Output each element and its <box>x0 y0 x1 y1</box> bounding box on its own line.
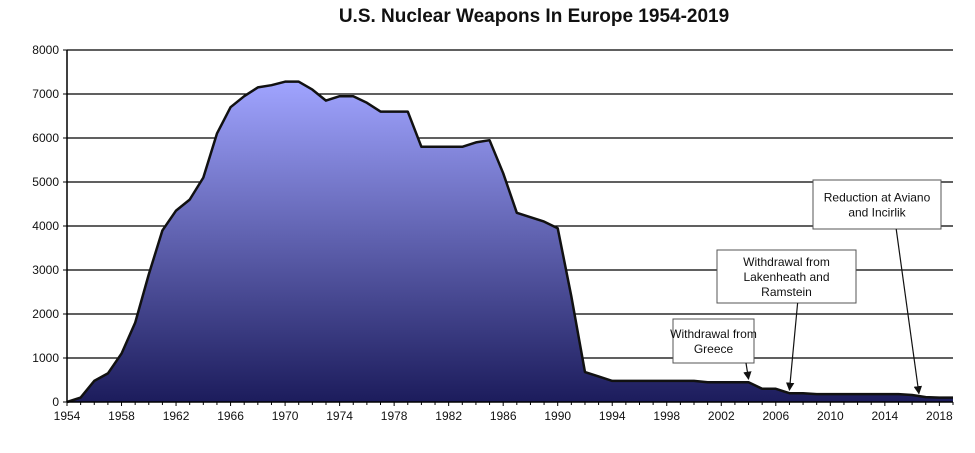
area-series <box>66 80 953 404</box>
x-tick-label: 1998 <box>653 409 680 423</box>
y-tick-label: 5000 <box>32 175 59 189</box>
area-fill <box>67 81 953 403</box>
annotation-text: Lakenheath and <box>743 270 829 284</box>
annotation-box <box>812 179 942 230</box>
x-tick-label: 2018 <box>926 409 953 423</box>
area-line <box>66 80 953 404</box>
x-tick-label: 1954 <box>54 409 81 423</box>
y-tick-label: 3000 <box>32 263 59 277</box>
annotation-text: Reduction at Aviano <box>824 191 931 205</box>
annotation-text: Withdrawal from <box>670 327 757 341</box>
x-axis-ticks: 1954 1958 1962 1966 1970 1974 1978 1982 1986 1990… <box>54 402 954 423</box>
annotation-arrow <box>785 302 799 392</box>
x-tick-label: 1974 <box>326 409 353 423</box>
x-tick-label: 1978 <box>381 409 408 423</box>
x-tick-label: 1994 <box>599 409 626 423</box>
annotation-arrow <box>895 228 923 395</box>
y-tick-label: 2000 <box>32 307 59 321</box>
x-tick-label: 1970 <box>272 409 299 423</box>
x-tick-label: 1958 <box>108 409 135 423</box>
y-tick-label: 4000 <box>32 219 59 233</box>
y-tick-label: 1000 <box>32 351 59 365</box>
x-tick-label: 1966 <box>217 409 244 423</box>
annotation-box <box>672 318 755 364</box>
x-tick-label: 1982 <box>435 409 462 423</box>
annotation-text: Greece <box>694 342 734 356</box>
y-tick-label: 0 <box>52 395 59 409</box>
annotation-arrow <box>743 362 752 381</box>
x-tick-label: 1990 <box>544 409 571 423</box>
y-tick-label: 7000 <box>32 87 59 101</box>
y-axis-ticks: 0 1000 2000 3000 4000 5000 6000 7000 8000 <box>32 43 67 409</box>
chart-title: U.S. Nuclear Weapons In Europe 1954-2019 <box>338 6 730 27</box>
x-tick-label: 2002 <box>708 409 735 423</box>
x-tick-label: 2006 <box>762 409 789 423</box>
y-tick-label: 8000 <box>32 43 59 57</box>
y-tick-label: 6000 <box>32 131 59 145</box>
x-tick-label: 1962 <box>163 409 190 423</box>
annotation-text: Ramstein <box>761 285 812 299</box>
x-tick-label: 2010 <box>817 409 844 423</box>
x-tick-label: 1986 <box>490 409 517 423</box>
annotation-text: Withdrawal from <box>743 255 830 269</box>
x-tick-label: 2014 <box>871 409 898 423</box>
annotation-text: and Incirlik <box>848 206 906 220</box>
annotation-box <box>716 249 857 304</box>
